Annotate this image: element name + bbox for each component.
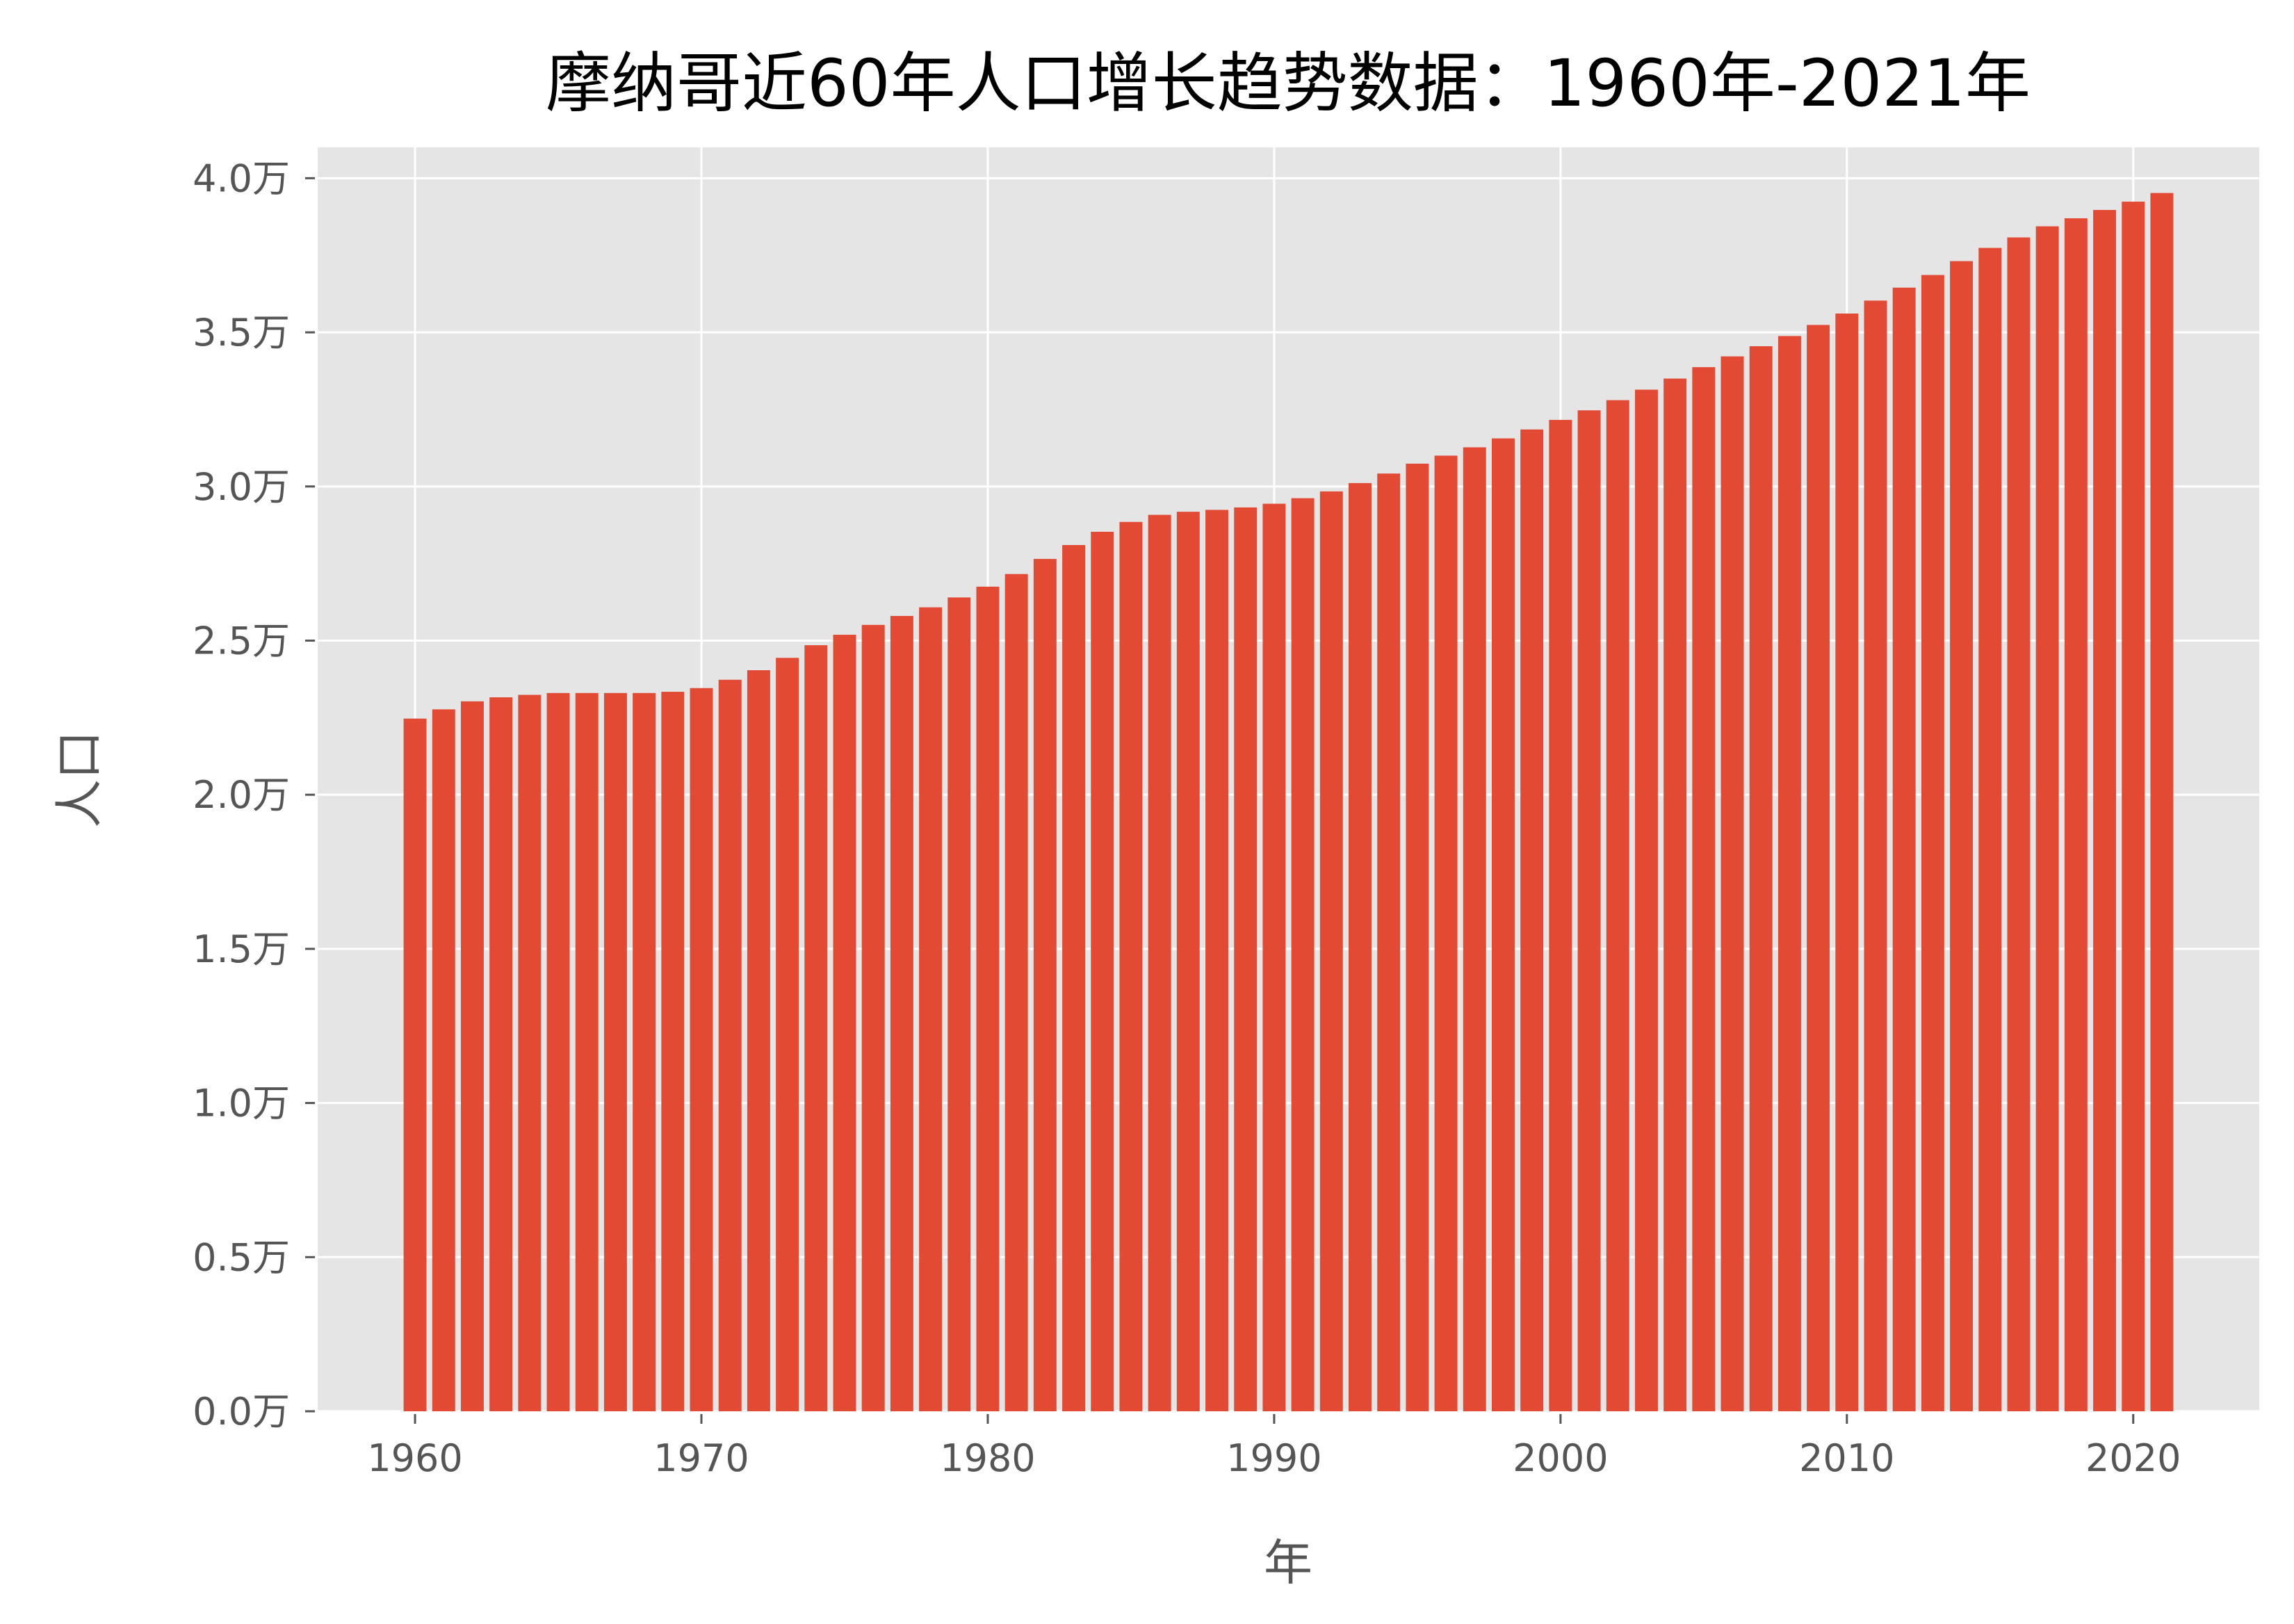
y-tick-label: 2.0万 xyxy=(193,773,290,817)
y-tick-label: 4.0万 xyxy=(193,156,290,200)
bar xyxy=(1319,491,1343,1411)
bar xyxy=(1148,514,1171,1411)
x-axis-label: 年 xyxy=(1264,1534,1312,1591)
bar xyxy=(489,697,513,1411)
bar xyxy=(1262,503,1286,1411)
y-tick-label: 1.5万 xyxy=(193,927,290,971)
bar xyxy=(718,679,742,1411)
x-axis: 1960 1970 1980 1990 2000 2010 2020 xyxy=(367,1414,2181,1480)
bar xyxy=(633,692,656,1411)
bar xyxy=(1778,336,1801,1411)
bar xyxy=(575,692,599,1411)
bar xyxy=(1091,531,1114,1412)
bar xyxy=(1234,507,1258,1412)
bar xyxy=(661,692,685,1411)
bar xyxy=(1434,455,1458,1412)
bar xyxy=(2150,193,2174,1411)
x-tick-label: 2010 xyxy=(1799,1436,1894,1480)
bar xyxy=(1606,400,1629,1411)
bar xyxy=(1663,378,1687,1411)
x-tick-label: 2000 xyxy=(1513,1436,1608,1480)
x-tick-label: 1980 xyxy=(940,1436,1035,1480)
y-tick-label: 2.5万 xyxy=(193,619,290,663)
bar xyxy=(2035,226,2059,1411)
bar xyxy=(919,607,943,1411)
bar xyxy=(1119,521,1143,1411)
bar xyxy=(1720,356,1744,1411)
bar xyxy=(1634,389,1658,1411)
bar xyxy=(776,658,799,1411)
y-tick-label: 1.0万 xyxy=(193,1082,290,1126)
bar xyxy=(1864,300,1887,1411)
bar xyxy=(1520,429,1544,1411)
bar xyxy=(432,709,455,1411)
bar xyxy=(1377,473,1401,1411)
bar xyxy=(1349,482,1372,1411)
bar xyxy=(1692,367,1716,1411)
bar xyxy=(603,692,627,1411)
bar xyxy=(1921,275,1944,1411)
bar xyxy=(1176,512,1200,1411)
y-tick-label: 0.5万 xyxy=(193,1235,290,1279)
bars xyxy=(403,193,2174,1412)
bar xyxy=(1807,325,1830,1411)
bar xyxy=(2064,218,2088,1411)
bar xyxy=(1463,447,1486,1412)
bar xyxy=(2093,210,2117,1411)
bar xyxy=(947,597,971,1411)
bar xyxy=(1004,574,1028,1412)
bar xyxy=(1062,545,1086,1411)
bar xyxy=(1033,558,1057,1412)
bar xyxy=(2122,202,2145,1411)
bar xyxy=(1205,510,1228,1412)
bar xyxy=(976,586,1000,1411)
bar xyxy=(2007,237,2031,1412)
bar xyxy=(804,645,828,1411)
chart-title: 摩纳哥近60年人口增长趋势数据：1960年-2021年 xyxy=(546,46,2031,122)
bar xyxy=(1491,438,1515,1411)
y-axis: 0.0万 0.5万 1.0万 1.5万 2.0万 2.5万 3.0万 3.5万 4.0万 xyxy=(193,156,315,1434)
bar xyxy=(403,718,427,1411)
bar xyxy=(518,695,542,1411)
bar xyxy=(690,688,713,1411)
y-tick-label: 3.0万 xyxy=(193,465,290,509)
bar xyxy=(1406,463,1429,1412)
bar xyxy=(1749,346,1773,1411)
x-tick-label: 1970 xyxy=(653,1436,749,1480)
y-axis-label: 人口 xyxy=(51,731,108,828)
y-tick-label: 0.0万 xyxy=(193,1390,290,1434)
bar xyxy=(1577,410,1601,1411)
bar xyxy=(1950,261,1974,1411)
bar xyxy=(890,615,913,1411)
bar xyxy=(861,624,885,1411)
x-tick-label: 2020 xyxy=(2085,1436,2181,1480)
bar xyxy=(833,635,856,1411)
bar xyxy=(1835,314,1859,1411)
bar xyxy=(1892,287,1916,1411)
y-tick-label: 3.5万 xyxy=(193,311,290,355)
bar xyxy=(460,701,484,1411)
bar xyxy=(1549,419,1572,1411)
bar xyxy=(747,670,770,1411)
bar xyxy=(1978,247,2002,1411)
x-tick-label: 1960 xyxy=(367,1436,462,1480)
bar xyxy=(1291,498,1315,1411)
bar xyxy=(546,692,570,1411)
x-tick-label: 1990 xyxy=(1226,1436,1321,1480)
